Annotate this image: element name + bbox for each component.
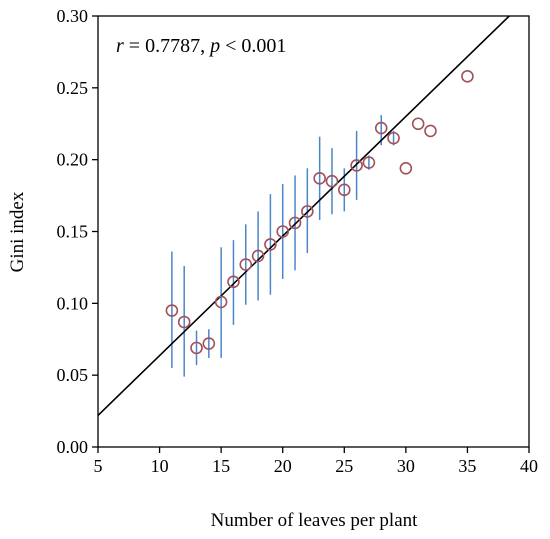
y-tick-label: 0.20 (57, 150, 89, 170)
data-point (461, 70, 474, 83)
data-point (350, 159, 363, 172)
y-axis-title: Gini index (7, 191, 28, 272)
y-tick-label: 0.15 (57, 222, 89, 242)
data-point (374, 121, 388, 135)
data-point (165, 304, 179, 317)
error-bars (171, 115, 395, 377)
y-tick-label: 0.25 (57, 78, 89, 98)
data-point (202, 337, 216, 350)
correlation-annotation: r = 0.7787, p < 0.001 (116, 35, 286, 57)
data-point (337, 183, 351, 197)
x-tick-label: 35 (458, 456, 476, 476)
data-point (313, 172, 326, 185)
r-value: = 0.7787, (124, 35, 210, 57)
data-point (239, 258, 253, 271)
y-tick-label: 0.05 (57, 365, 89, 385)
tick-labels: 5 10 15 20 25 30 35 40 0.00 0.05 0.10 0.15 0.20 0.25 0… (57, 6, 539, 476)
x-tick-label: 20 (274, 456, 292, 476)
data-points (165, 70, 474, 355)
y-tick-label: 0.00 (57, 437, 89, 457)
data-point (190, 341, 203, 355)
p-symbol: p (208, 35, 220, 57)
r-symbol: r (116, 35, 124, 57)
x-tick-label: 10 (151, 456, 169, 476)
x-axis-title: Number of leaves per plant (211, 510, 419, 531)
data-point (387, 131, 400, 145)
data-point (264, 238, 277, 251)
data-point (251, 249, 265, 263)
y-tick-label: 0.30 (57, 6, 89, 26)
x-tick-label: 15 (212, 456, 230, 476)
data-point (399, 161, 413, 175)
x-tick-label: 25 (335, 456, 353, 476)
data-point (424, 124, 437, 138)
data-point (325, 174, 339, 188)
p-value: < 0.001 (220, 35, 286, 57)
y-tick-label: 0.10 (57, 293, 89, 313)
data-point (288, 216, 302, 230)
data-point (411, 117, 425, 131)
x-tick-label: 30 (397, 456, 415, 476)
data-point (214, 295, 228, 309)
data-point (227, 275, 240, 289)
x-tick-label: 40 (520, 456, 538, 476)
data-point (177, 315, 191, 329)
data-point (301, 205, 314, 218)
axes (92, 15, 530, 453)
data-point (276, 225, 290, 238)
x-tick-label: 5 (94, 456, 103, 476)
data-point (362, 156, 376, 169)
